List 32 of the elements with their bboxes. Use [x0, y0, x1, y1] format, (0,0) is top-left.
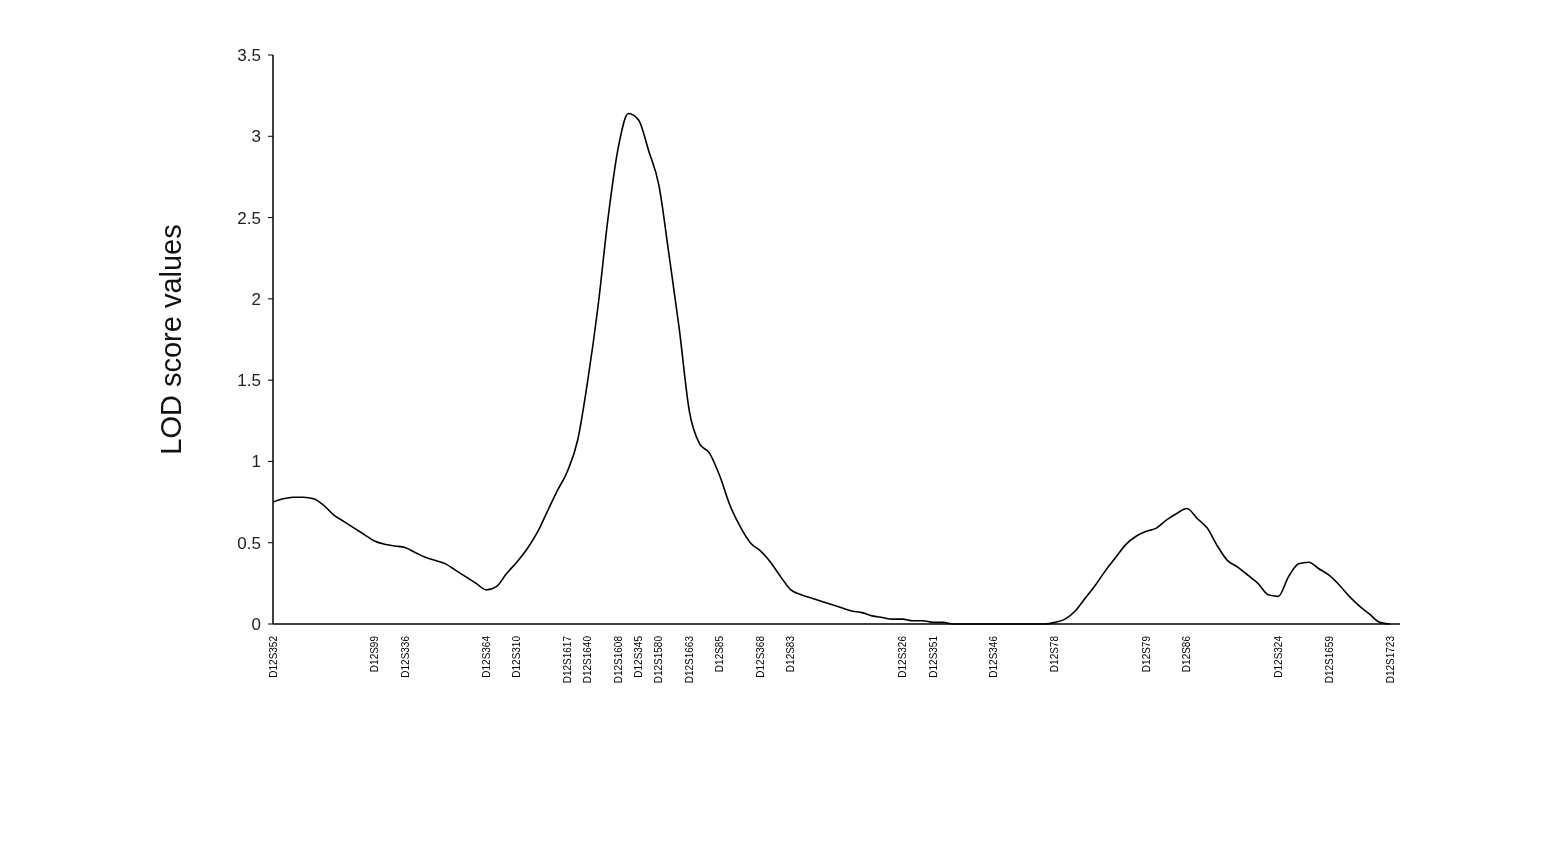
- x-tick-label: D12S1659: [1323, 635, 1335, 684]
- x-tick-label: D12S1617: [561, 635, 573, 684]
- x-tick-label: D12S345: [633, 635, 645, 678]
- y-tick-label: 0.5: [237, 533, 261, 553]
- x-tick-label: D12S324: [1272, 635, 1284, 678]
- x-tick-label: D12S1580: [653, 635, 665, 684]
- x-tick-label: D12S78: [1049, 635, 1061, 673]
- y-tick-label: 2.5: [237, 208, 261, 228]
- x-tick-label: D12S310: [511, 635, 523, 678]
- x-tick-label: D12S352: [267, 635, 279, 678]
- x-tick-label: D12S83: [785, 635, 797, 673]
- x-tick-label: D12S1663: [683, 635, 695, 684]
- x-tick-label: D12S351: [927, 635, 939, 678]
- x-tick-label: D12S336: [399, 635, 411, 678]
- x-tick-label: D12S85: [714, 635, 726, 673]
- x-tick-label: D12S86: [1181, 635, 1193, 673]
- y-tick-label: 1: [251, 452, 261, 472]
- x-tick-label: D12S326: [897, 635, 909, 678]
- y-tick-label: 0: [251, 614, 261, 634]
- y-tick-label: 1.5: [237, 371, 261, 391]
- x-tick-label: D12S1608: [612, 635, 624, 684]
- y-tick-label: 2: [251, 289, 261, 309]
- x-tick-label: D12S364: [480, 635, 492, 678]
- y-tick-label: 3: [251, 127, 261, 147]
- x-tick-label: D12S346: [988, 635, 1000, 678]
- x-tick-label: D12S1640: [582, 635, 594, 684]
- y-axis-title: LOD score values: [155, 224, 187, 455]
- x-tick-label: D12S368: [754, 635, 766, 678]
- x-tick-label: D12S1723: [1384, 635, 1396, 684]
- y-tick-label: 3.5: [237, 45, 261, 65]
- x-tick-label: D12S99: [369, 635, 381, 673]
- x-tick-label: D12S79: [1140, 635, 1152, 673]
